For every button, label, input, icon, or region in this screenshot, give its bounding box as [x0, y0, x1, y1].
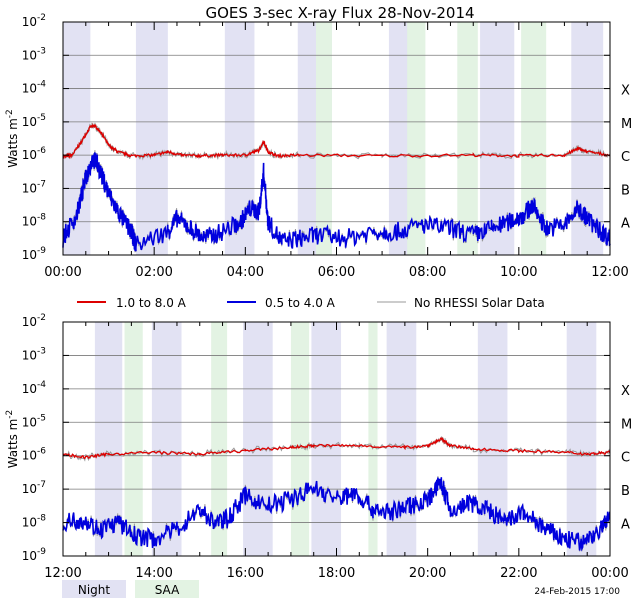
short-channel-line	[62, 152, 611, 252]
y-tick-label: 10-4	[22, 80, 47, 96]
y-tick-label: 10-3	[22, 346, 46, 362]
legend-saa-label: SAA	[155, 583, 180, 597]
y-tick-label: 10-6	[22, 146, 47, 162]
saa-band	[407, 22, 426, 255]
bottom-panel: 12:00 14:00 16:00 18:00 20:00 22:00 00:00 10-9 1…	[5, 313, 632, 581]
legend-saa-box	[135, 580, 199, 598]
generated-timestamp: 24-Feb-2015 17:00	[534, 587, 620, 597]
top-panel: 00:00 02:00 04:00 06:00 08:00 10:00 12:00 10-9 1…	[5, 13, 632, 280]
x-tick-label: 06:00	[318, 265, 355, 280]
x-tick-label: 08:00	[409, 265, 446, 280]
saa-band	[211, 322, 228, 556]
y-tick-label: 10-5	[22, 413, 46, 429]
legend-short-label: 0.5 to 4.0 A	[265, 296, 336, 310]
y-axis-label: Watts m-2	[5, 109, 20, 168]
x-tick-label: 20:00	[409, 566, 446, 581]
x-tick-label: 00:00	[44, 265, 81, 280]
y-tick-label: 10-2	[22, 13, 46, 29]
saa-band	[124, 322, 143, 556]
y-tick-label: 10-2	[22, 313, 46, 329]
short-channel-line	[62, 477, 611, 552]
x-tick-label: 16:00	[227, 566, 264, 581]
long-channel-line	[62, 123, 611, 160]
flare-class-label: C	[621, 451, 630, 466]
flare-class-label: A	[621, 217, 630, 232]
night-band	[224, 22, 255, 255]
night-band	[135, 22, 168, 255]
y-tick-label: 10-6	[22, 447, 47, 463]
night-band	[151, 322, 182, 556]
y-tick-label: 10-8	[22, 514, 47, 530]
y-axis-label: Watts m-2	[5, 410, 20, 469]
saa-band	[457, 22, 478, 255]
legend-night-box	[62, 580, 126, 598]
y-tick-label: 10-4	[22, 380, 47, 396]
y-tick-label: 10-9	[22, 547, 47, 563]
x-tick-label: 12:00	[44, 566, 81, 581]
shading-legend: Night SAA	[62, 580, 199, 598]
y-tick-label: 10-3	[22, 46, 46, 62]
saa-band	[315, 22, 332, 255]
legend-night-label: Night	[78, 583, 111, 597]
night-band	[386, 322, 417, 556]
x-tick-label: 18:00	[318, 566, 355, 581]
channel-legend: 1.0 to 8.0 A 0.5 to 4.0 A No RHESSI Sola…	[77, 296, 545, 310]
flare-class-label: X	[621, 84, 630, 99]
x-tick-label: 14:00	[135, 566, 172, 581]
flare-class-label: B	[621, 183, 630, 198]
night-band	[566, 322, 597, 556]
legend-long-label: 1.0 to 8.0 A	[116, 296, 187, 310]
saa-band	[368, 322, 378, 556]
flare-class-label: X	[621, 384, 630, 399]
flare-class-label: C	[621, 150, 630, 165]
x-tick-label: 10:00	[500, 265, 537, 280]
y-tick-label: 10-7	[22, 179, 46, 195]
x-tick-label: 02:00	[135, 265, 172, 280]
flare-class-label: B	[621, 484, 630, 499]
x-tick-label: 12:00	[591, 265, 628, 280]
flare-class-label: A	[621, 518, 630, 533]
saa-band	[290, 322, 310, 556]
y-tick-label: 10-9	[22, 246, 47, 262]
y-tick-label: 10-5	[22, 113, 46, 129]
chart-title: GOES 3-sec X-ray Flux 28-Nov-2014	[205, 4, 474, 22]
x-tick-label: 04:00	[227, 265, 264, 280]
flare-class-label: M	[621, 417, 632, 432]
legend-no-rhessi-label: No RHESSI Solar Data	[414, 296, 545, 310]
y-tick-label: 10-8	[22, 213, 47, 229]
night-band	[311, 322, 342, 556]
night-band	[243, 322, 273, 556]
x-tick-label: 22:00	[500, 566, 537, 581]
flare-class-label: M	[621, 117, 632, 132]
x-tick-label: 00:00	[591, 566, 628, 581]
y-tick-label: 10-7	[22, 480, 46, 496]
long-channel-line	[62, 437, 611, 460]
